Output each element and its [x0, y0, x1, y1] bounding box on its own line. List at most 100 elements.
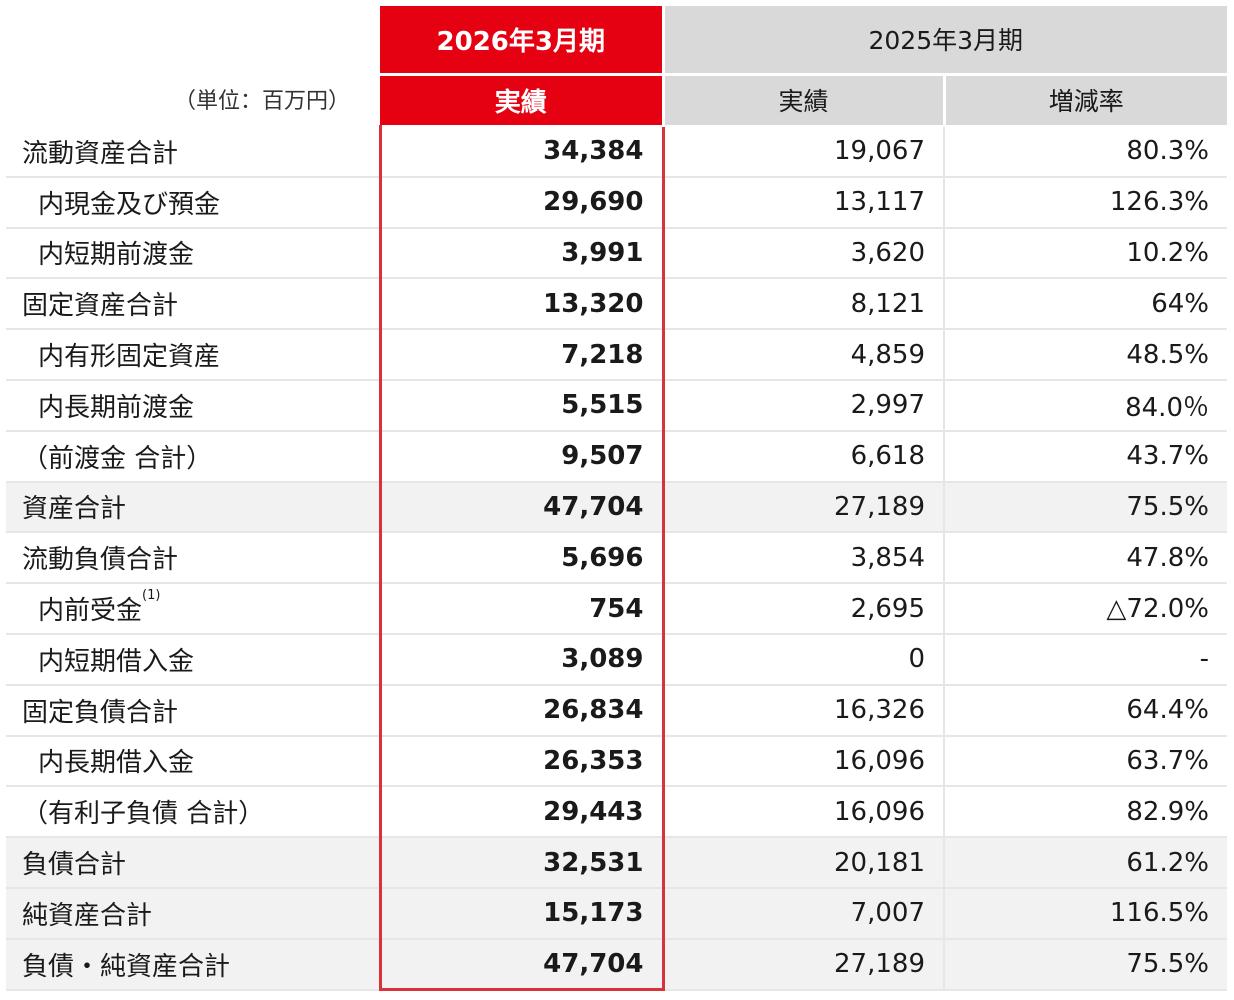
row-label-text: 内短期前渡金 [38, 240, 195, 271]
row-label: 資産合計 [6, 481, 380, 534]
table-row: 流動資産合計 34,384 19,067 80.3% [6, 125, 1227, 178]
balance-sheet-table: 2026年3月期 2025年3月期 （単位：百万円） 実績 実績 増減率 流動資… [6, 6, 1227, 992]
row-label: （有利子負債 合計） [6, 786, 380, 839]
previous-actual-value: 27,189 [663, 481, 944, 534]
row-label: 固定負債合計 [6, 684, 380, 737]
row-label-text: 流動負債合計 [22, 545, 179, 576]
row-label: 固定資産合計 [6, 278, 380, 331]
table-row: 固定負債合計 26,834 16,326 64.4% [6, 684, 1227, 737]
change-rate-value: 48.5% [943, 329, 1227, 381]
row-label-text: 純資産合計 [22, 900, 153, 931]
previous-actual-value: 3,854 [663, 532, 944, 585]
row-label-text: 固定資産合計 [22, 291, 179, 322]
row-label-text: 流動資産合計 [22, 138, 179, 169]
change-rate-value: 47.8% [943, 532, 1227, 585]
row-label-text: 内前受金 [38, 596, 143, 627]
change-rate-value: 75.5% [943, 938, 1227, 991]
row-label-text: 内長期借入金 [38, 748, 195, 779]
row-label: 純資産合計 [6, 887, 380, 940]
previous-actual-value: 19,067 [663, 125, 944, 178]
footnote-marker: (1) [142, 588, 161, 604]
current-actual-value: 34,384 [378, 125, 665, 178]
current-actual-value: 3,991 [378, 227, 665, 280]
previous-actual-value: 16,096 [663, 735, 944, 788]
table-row: 内短期借入金 3,089 0- [6, 633, 1227, 686]
row-label: 内短期前渡金 [6, 227, 380, 280]
current-actual-value: 15,173 [378, 887, 665, 940]
previous-actual-header: 実績 [661, 74, 944, 126]
change-rate-value: 64.4% [943, 684, 1227, 737]
previous-actual-value: 2,695 [663, 583, 944, 635]
change-rate-value: 126.3% [943, 176, 1227, 229]
row-label-text: 内短期借入金 [38, 646, 195, 677]
row-label: 内前受金(1) [6, 583, 380, 635]
previous-actual-value: 3,620 [663, 227, 944, 280]
table-row: 内有形固定資産 7,218 4,859 48.5% [6, 329, 1227, 381]
previous-actual-value: 6,618 [663, 430, 944, 483]
row-label-text: 負債・純資産合計 [22, 951, 231, 982]
current-actual-value: 3,089 [378, 633, 665, 686]
previous-actual-value: 2,997 [663, 379, 944, 432]
current-actual-value: 32,531 [378, 837, 665, 889]
previous-actual-value: 20,181 [663, 837, 944, 889]
row-label: 負債合計 [6, 837, 380, 889]
change-rate-value: 116.5% [943, 887, 1227, 940]
change-rate-value: 80.3% [943, 125, 1227, 178]
row-label: 流動資産合計 [6, 125, 380, 178]
change-rate-value: - [943, 633, 1227, 686]
header-blank [6, 6, 380, 74]
change-rate-value: 82.9% [943, 786, 1227, 839]
current-actual-header: 実績 [380, 74, 663, 126]
current-actual-value: 26,353 [378, 735, 665, 788]
table-row: 純資産合計 15,173 7,007 116.5% [6, 887, 1227, 940]
change-rate-header: 増減率 [942, 74, 1227, 126]
current-actual-value: 29,443 [378, 786, 665, 839]
change-rate-value: 61.2% [943, 837, 1227, 889]
previous-actual-value: 7,007 [663, 887, 944, 940]
current-actual-value: 47,704 [378, 938, 665, 992]
change-rate-value: △72.0% [943, 583, 1227, 635]
row-label: 内現金及び預金 [6, 176, 380, 229]
change-rate-value: 84.0％ [943, 379, 1227, 432]
current-actual-value: 13,320 [378, 278, 665, 331]
row-label: 内有形固定資産 [6, 329, 380, 381]
change-rate-value: 43.7% [943, 430, 1227, 483]
previous-actual-value: 27,189 [663, 938, 944, 991]
table-row: （有利子負債 合計） 29,443 16,096 82.9% [6, 786, 1227, 839]
current-actual-value: 9,507 [378, 430, 665, 483]
table-row: 流動負債合計 5,696 3,854 47.8% [6, 532, 1227, 585]
current-actual-value: 7,218 [378, 329, 665, 381]
current-actual-value: 754 [378, 583, 665, 635]
current-actual-value: 29,690 [378, 176, 665, 229]
current-actual-value: 47,704 [378, 481, 665, 534]
row-label-text: 内長期前渡金 [38, 392, 195, 423]
row-label-text: 負債合計 [22, 850, 127, 881]
previous-actual-value: 0 [663, 633, 944, 686]
row-label-text: （前渡金 合計） [22, 443, 213, 474]
current-actual-value: 5,515 [378, 379, 665, 432]
table-row: 内前受金(1) 754 2,695 △72.0% [6, 583, 1227, 635]
previous-actual-value: 16,326 [663, 684, 944, 737]
current-period-header: 2026年3月期 [380, 6, 663, 76]
row-label: 負債・純資産合計 [6, 938, 380, 991]
previous-actual-value: 13,117 [663, 176, 944, 229]
previous-actual-value: 8,121 [663, 278, 944, 331]
row-label-text: 内有形固定資産 [38, 342, 221, 373]
row-label-text: 内現金及び預金 [38, 189, 221, 220]
current-actual-value: 5,696 [378, 532, 665, 585]
table-row: 負債合計 32,531 20,181 61.2% [6, 837, 1227, 889]
row-label: 流動負債合計 [6, 532, 380, 585]
table-row: 内短期前渡金 3,991 3,620 10.2% [6, 227, 1227, 280]
table-row: 内現金及び預金 29,690 13,117 126.3% [6, 176, 1227, 229]
table-row: 固定資産合計 13,320 8,121 64% [6, 278, 1227, 331]
row-label: （前渡金 合計） [6, 430, 380, 483]
previous-actual-value: 16,096 [663, 786, 944, 839]
row-label: 内短期借入金 [6, 633, 380, 686]
row-label-text: （有利子負債 合計） [22, 799, 265, 830]
table-row: 内長期前渡金 5,515 2,997 84.0％ [6, 379, 1227, 432]
row-label: 内長期借入金 [6, 735, 380, 788]
table-body: 流動資産合計 34,384 19,067 80.3% 内現金及び預金 29,690 13,1… [6, 125, 1227, 992]
previous-actual-value: 4,859 [663, 329, 944, 381]
table-row: 内長期借入金 26,353 16,096 63.7% [6, 735, 1227, 788]
row-label-text: 固定負債合計 [22, 697, 179, 728]
